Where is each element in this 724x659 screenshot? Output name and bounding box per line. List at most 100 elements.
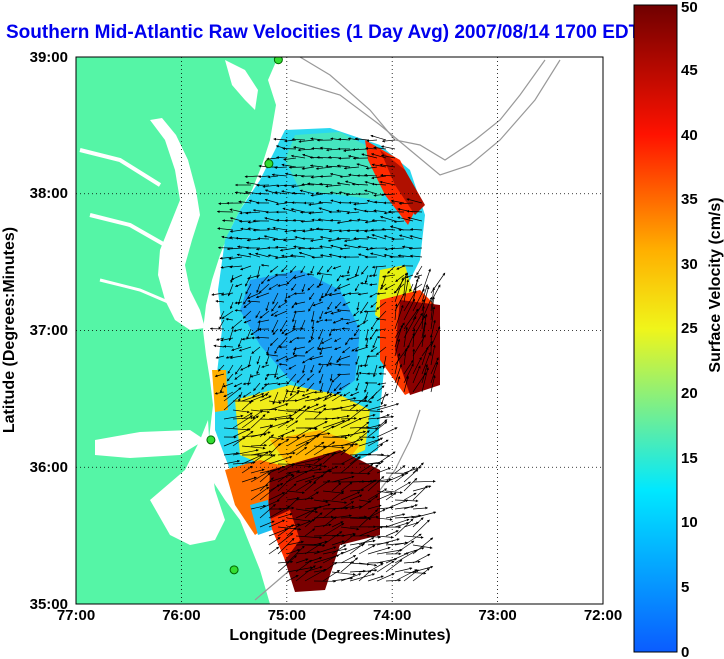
velocity-vector <box>272 391 279 405</box>
velocity-vector <box>223 437 246 447</box>
velocity-vector <box>349 569 367 573</box>
velocity-vector <box>340 417 362 429</box>
velocity-vector <box>394 481 412 492</box>
velocity-vector <box>349 542 366 555</box>
velocity-vector <box>223 394 242 411</box>
velocity-vector <box>290 154 306 159</box>
velocity-vector <box>286 391 300 402</box>
velocity-vector <box>367 421 388 438</box>
velocity-vector <box>370 153 387 159</box>
velocity-vector <box>238 200 252 204</box>
velocity-vector <box>261 274 270 285</box>
velocity-vector <box>277 537 295 555</box>
velocity-vector <box>269 265 279 273</box>
velocity-vector <box>331 328 342 332</box>
velocity-vector <box>412 462 424 474</box>
velocity-vector <box>331 521 344 528</box>
velocity-vector <box>376 454 391 458</box>
velocity-vector <box>232 409 250 414</box>
velocity-vector <box>241 445 266 450</box>
velocity-vector <box>343 391 351 397</box>
velocity-vector <box>406 198 423 204</box>
velocity-vector <box>340 491 361 501</box>
velocity-vector <box>322 419 346 429</box>
velocity-vector <box>300 265 306 274</box>
velocity-vector <box>353 310 360 317</box>
velocity-vector <box>376 538 400 546</box>
velocity-vector <box>398 202 414 205</box>
velocity-vector <box>349 395 368 411</box>
velocity-vector <box>430 296 435 321</box>
velocity-vector <box>340 482 353 492</box>
velocity-vector <box>256 355 261 365</box>
velocity-vector <box>377 310 387 321</box>
velocity-vector <box>259 520 275 528</box>
velocity-vector <box>373 193 387 197</box>
velocity-vector <box>304 441 325 456</box>
lon-tick-label: 75:00 <box>268 607 306 624</box>
velocity-vector <box>278 362 288 366</box>
velocity-vector <box>295 409 322 414</box>
velocity-vector <box>246 328 252 340</box>
velocity-vector <box>310 364 315 374</box>
lat-tick-label: 35:00 <box>30 596 68 613</box>
velocity-vector <box>295 475 316 483</box>
velocity-vector <box>343 244 360 249</box>
velocity-vector <box>322 569 340 582</box>
velocity-vector <box>281 328 288 335</box>
velocity-vector <box>286 441 310 456</box>
velocity-vector <box>317 272 333 276</box>
velocity-vector <box>353 202 369 206</box>
velocity-vector <box>247 299 261 303</box>
velocity-vector <box>295 550 321 555</box>
velocity-vector <box>225 317 234 321</box>
velocity-vector <box>241 465 253 474</box>
velocity-vector <box>403 521 420 528</box>
velocity-vector <box>307 283 315 291</box>
velocity-vector <box>358 495 379 510</box>
velocity-vector <box>313 445 327 449</box>
velocity-vector <box>268 436 285 441</box>
velocity-vector <box>333 337 342 342</box>
velocity-vector <box>376 535 394 539</box>
velocity-vector <box>380 173 396 177</box>
velocity-vector <box>263 235 279 240</box>
velocity-vector <box>379 163 396 168</box>
velocity-vector <box>358 526 384 537</box>
velocity-vector <box>230 274 243 281</box>
velocity-vector <box>340 526 360 531</box>
lat-tick-label: 38:00 <box>30 185 68 202</box>
velocity-vector <box>325 184 342 188</box>
velocity-vector <box>351 182 369 186</box>
velocity-vector <box>306 273 315 276</box>
velocity-vector <box>331 544 347 555</box>
velocity-vector <box>319 182 333 186</box>
velocity-vector <box>332 265 342 270</box>
velocity-vector <box>370 346 378 352</box>
velocity-vector <box>313 523 332 528</box>
velocity-vector <box>361 265 369 275</box>
velocity-vector <box>277 474 295 492</box>
velocity-vector <box>319 254 333 258</box>
velocity-vector <box>380 391 387 406</box>
velocity-vector <box>295 427 313 438</box>
velocity-vector <box>395 274 405 282</box>
velocity-vector <box>390 247 405 250</box>
lon-tick-label: 73:00 <box>478 607 516 624</box>
velocity-vector <box>367 464 379 474</box>
velocity-vector <box>295 558 309 564</box>
velocity-vector <box>294 301 306 306</box>
velocity-vector <box>371 234 387 240</box>
velocity-vector <box>430 344 436 366</box>
velocity-vector <box>311 255 324 259</box>
velocity-vector <box>291 138 306 141</box>
velocity-vector <box>340 274 351 278</box>
velocity-vector <box>258 283 270 294</box>
velocity-vector <box>222 382 234 388</box>
velocity-vector <box>277 429 296 438</box>
velocity-vector <box>349 488 365 492</box>
velocity-vector <box>340 444 354 456</box>
velocity-vector <box>394 466 416 483</box>
velocity-vector <box>340 533 356 546</box>
velocity-vector <box>270 310 279 316</box>
